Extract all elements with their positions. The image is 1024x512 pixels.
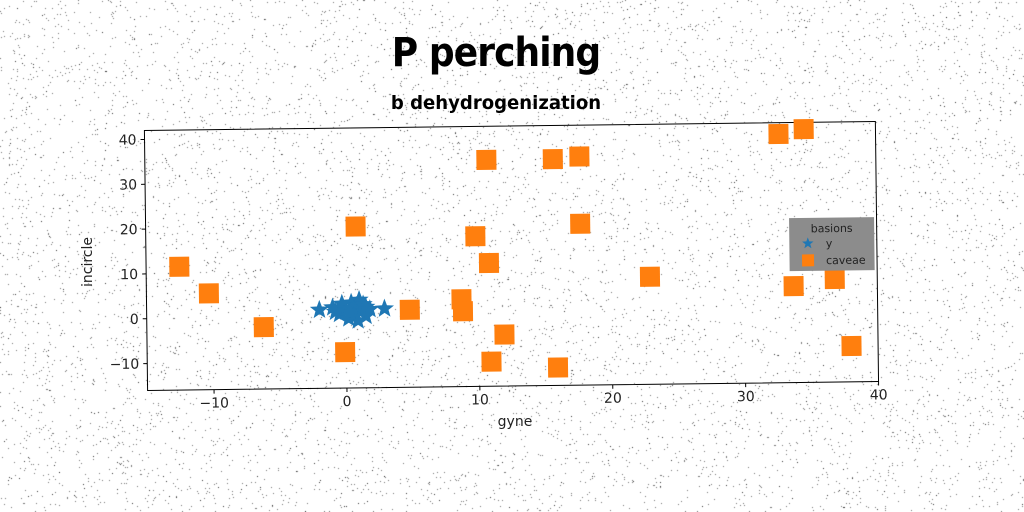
y-axis-label: incircle bbox=[80, 237, 96, 287]
point-caveae bbox=[569, 146, 590, 167]
x-tick-label: 30 bbox=[737, 389, 755, 405]
point-caveae bbox=[169, 256, 190, 277]
point-y bbox=[343, 298, 363, 317]
y-tick-label: 0 bbox=[130, 312, 139, 328]
point-y bbox=[309, 299, 329, 319]
point-y bbox=[348, 310, 368, 329]
x-axis-label: gyne bbox=[498, 414, 533, 430]
x-tick-label: 20 bbox=[604, 391, 622, 407]
legend-title: basions bbox=[811, 222, 853, 236]
point-y bbox=[353, 294, 373, 313]
series-caveae bbox=[169, 119, 862, 378]
point-caveae bbox=[476, 149, 497, 171]
point-caveae bbox=[253, 317, 274, 338]
y-axis-ticks: −10 0 10 20 30 40 bbox=[110, 133, 148, 373]
point-caveae bbox=[570, 213, 591, 234]
point-y bbox=[349, 290, 369, 309]
point-y bbox=[332, 293, 352, 312]
plot-area-frame bbox=[143, 121, 880, 391]
legend-marker-y bbox=[802, 237, 814, 249]
point-caveae bbox=[639, 266, 661, 287]
y-tick-label: −10 bbox=[110, 357, 140, 373]
legend-label-y: y bbox=[826, 237, 833, 250]
series-y bbox=[309, 290, 394, 329]
x-tick-label: −10 bbox=[199, 395, 229, 411]
series-layer bbox=[169, 119, 862, 378]
point-caveae bbox=[465, 226, 486, 247]
y-tick-label: 20 bbox=[120, 222, 138, 238]
x-axis-ticks: −10 0 10 20 30 40 bbox=[199, 381, 888, 412]
point-y bbox=[374, 298, 394, 317]
point-caveae bbox=[399, 299, 420, 320]
y-tick-label: 10 bbox=[120, 267, 138, 283]
legend: basions y caveae bbox=[789, 217, 875, 272]
point-caveae bbox=[783, 276, 804, 297]
chart-title: P perching bbox=[391, 30, 601, 76]
point-y bbox=[325, 301, 345, 321]
point-y bbox=[351, 301, 371, 320]
point-caveae bbox=[335, 342, 356, 363]
legend-entries: y caveae bbox=[801, 237, 866, 267]
legend-marker-caveae bbox=[801, 254, 815, 267]
point-caveae bbox=[841, 335, 862, 357]
point-y bbox=[360, 299, 380, 318]
chart-subtitle: b dehydrogenization bbox=[390, 92, 602, 114]
point-caveae bbox=[345, 216, 366, 237]
x-tick-label: 10 bbox=[471, 392, 489, 408]
point-caveae bbox=[481, 351, 502, 372]
x-tick-label: 0 bbox=[343, 394, 352, 410]
point-y bbox=[323, 297, 343, 316]
point-caveae bbox=[494, 324, 515, 345]
point-y bbox=[340, 302, 360, 321]
point-caveae bbox=[768, 123, 789, 145]
point-caveae bbox=[547, 357, 569, 378]
y-tick-label: 40 bbox=[119, 133, 137, 149]
x-tick-label: 40 bbox=[870, 387, 888, 403]
legend-label-caveae: caveae bbox=[826, 254, 866, 267]
point-caveae bbox=[198, 283, 219, 304]
point-caveae bbox=[478, 252, 500, 274]
point-caveae bbox=[542, 148, 563, 170]
point-caveae bbox=[452, 301, 474, 322]
point-caveae bbox=[793, 119, 814, 140]
y-tick-label: 30 bbox=[119, 177, 137, 193]
point-caveae bbox=[824, 268, 845, 290]
